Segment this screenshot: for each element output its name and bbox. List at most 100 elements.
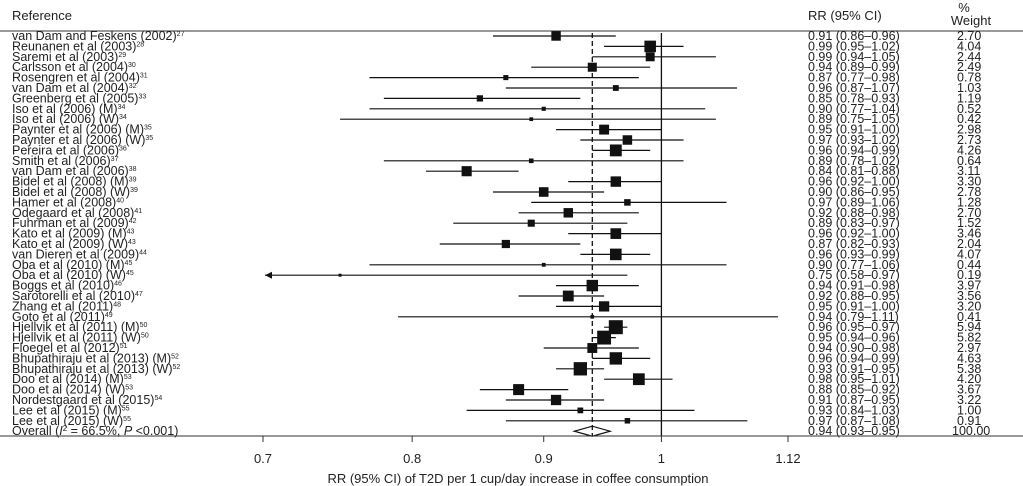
study-reference-number: 44	[139, 249, 147, 256]
overall-i2-superscript: 2	[63, 424, 68, 433]
study-row: Nordestgaard et al (2015)54 0.91 (0.87–0.…	[12, 393, 981, 407]
study-reference-number: 48	[113, 301, 121, 308]
x-tick-label: 0.8	[403, 451, 421, 466]
study-weight: 2.04	[957, 237, 981, 251]
study-point-box	[527, 219, 535, 227]
study-rr-ci: 0.89 (0.78–1.02)	[808, 154, 900, 168]
study-name: Bhupathiraju et al (2013) (W)52	[12, 362, 180, 376]
study-reference-number: 55	[123, 416, 131, 423]
study-weight: 4.04	[957, 39, 981, 53]
study-name-text: Rosengren et al (2004)	[12, 71, 140, 85]
study-point-box	[551, 31, 561, 41]
study-name-text: Goto et al (2011)	[12, 310, 105, 324]
study-name: Fuhrman et al (2009)42	[12, 216, 137, 230]
study-row: Fuhrman et al (2009)42 0.89 (0.83–0.97) 1.…	[12, 216, 981, 230]
study-name: Paynter et al (2006) (W)35	[12, 133, 153, 147]
study-weight: 3.20	[957, 299, 981, 313]
study-weight: 4.07	[957, 247, 981, 261]
study-weight: 3.30	[957, 175, 981, 189]
study-rr-ci: 0.96 (0.95–0.97)	[808, 320, 900, 334]
study-weight: 0.41	[957, 310, 981, 324]
study-row: van Dam and Feskens (2002)27 0.91 (0.86–0…	[12, 29, 981, 43]
study-name: Bhupathiraju et al (2013) (M)52	[12, 351, 179, 365]
study-reference-number: 30	[128, 62, 136, 69]
header-rr: RR (95% CI)	[808, 8, 882, 23]
study-name-text: Lee et al (2015) (M)	[12, 403, 122, 417]
study-name-text: Zhang et al (2011)	[12, 299, 113, 313]
overall-rr-ci: 0.94 (0.93–0.95)	[808, 424, 900, 438]
study-row: Paynter et al (2006) (W)35 0.97 (0.93–1.0…	[12, 133, 981, 147]
study-row: Bidel et al (2008) (W)39 0.90 (0.86–0.95)…	[12, 185, 981, 199]
study-point-box	[529, 117, 534, 122]
study-point-box	[610, 176, 622, 187]
study-point-box	[624, 199, 631, 206]
study-point-box	[612, 85, 619, 91]
study-reference-number: 39	[130, 187, 138, 194]
study-rr-ci: 0.98 (0.95–1.01)	[808, 372, 900, 386]
study-name-text: Kato et al (2009) (M)	[12, 227, 127, 241]
study-rr-ci: 0.96 (0.92–1.00)	[808, 175, 900, 189]
study-name: Reunanen et al (2003)28	[12, 39, 144, 53]
study-name: Kato et al (2009) (M)43	[12, 227, 135, 241]
study-rows: van Dam and Feskens (2002)27 0.91 (0.86–0…	[12, 29, 981, 428]
study-name: Greenberg et al (2005)33	[12, 91, 146, 105]
study-rr-ci: 0.91 (0.87–0.95)	[808, 393, 900, 407]
study-row: Zhang et al (2011)48 0.95 (0.91–1.00) 3.20	[12, 299, 981, 313]
study-row: Hjellvik et al (2011) (W)50 0.95 (0.94–0.…	[12, 331, 981, 345]
study-point-box	[550, 394, 562, 406]
study-weight: 2.70	[957, 29, 981, 43]
study-row: Bhupathiraju et al (2013) (W)52 0.93 (0.9…	[12, 362, 981, 376]
study-reference-number: 46	[114, 281, 122, 288]
study-row: Smith et al (2006)37 0.89 (0.78–1.02) 0.64	[12, 154, 981, 168]
study-weight: 1.00	[957, 403, 981, 417]
study-weight: 5.82	[957, 331, 981, 345]
study-row: Reunanen et al (2003)28 0.99 (0.95–1.02) 4…	[12, 39, 981, 53]
study-name-text: Saremi et al (2003)	[12, 50, 118, 64]
study-rr-ci: 0.89 (0.83–0.97)	[808, 216, 900, 230]
study-name-text: Doo et al (2014) (W)	[12, 383, 125, 397]
study-row: Paynter et al (2006) (M)35 0.95 (0.91–1.0…	[12, 123, 981, 137]
study-rr-ci: 0.96 (0.93–0.99)	[808, 247, 900, 261]
study-rr-ci: 0.90 (0.77–1.04)	[808, 102, 900, 116]
x-tick-label: 0.9	[535, 451, 553, 466]
study-row: Bidel et al (2008) (M)39 0.96 (0.92–1.00)…	[12, 175, 981, 189]
study-reference-number: 43	[127, 229, 135, 236]
study-point-box	[476, 95, 484, 102]
study-name: Oba et al (2010) (M)45	[12, 258, 132, 272]
study-reference-number: 28	[136, 41, 144, 48]
study-row: Pereira et al (2006)36 0.96 (0.94–0.99) 4.…	[12, 143, 981, 157]
study-name: Carlsson et al (2004)30	[12, 60, 136, 74]
study-name-text: Bhupathiraju et al (2013) (M)	[12, 351, 171, 365]
study-name: Saremi et al (2003)29	[12, 50, 126, 64]
header-weight-percent: %	[958, 0, 970, 15]
study-point-box	[538, 187, 549, 197]
study-name: van Dam et al (2006)38	[12, 164, 137, 178]
study-name-text: Boggs et al (2010)	[12, 279, 114, 293]
study-point-box	[645, 52, 655, 62]
x-tick-label: 0.7	[254, 451, 272, 466]
study-row: Goto et al (2011)49 0.94 (0.79–1.11) 0.41	[12, 310, 981, 324]
study-weight: 1.19	[957, 91, 981, 105]
study-name-text: Sarotorelli et al (2010)	[12, 289, 135, 303]
study-name-text: van Dam and Feskens (2002)	[12, 29, 177, 43]
study-row: Bhupathiraju et al (2013) (M)52 0.96 (0.9…	[12, 351, 981, 365]
study-name: Odegaard et al (2008)41	[12, 206, 142, 220]
study-rr-ci: 0.95 (0.91–1.00)	[808, 123, 900, 137]
study-rr-ci: 0.94 (0.90–0.98)	[808, 341, 900, 355]
study-row: Kato et al (2009) (M)43 0.96 (0.92–1.00) 3…	[12, 227, 981, 241]
x-tick-label: 1.12	[775, 451, 800, 466]
study-weight: 3.11	[957, 164, 980, 178]
study-reference-number: 37	[111, 156, 119, 163]
study-point-box	[541, 106, 546, 111]
study-weight: 0.91	[957, 414, 981, 428]
study-weight: 0.19	[957, 268, 981, 282]
study-rr-ci: 0.99 (0.95–1.02)	[808, 39, 900, 53]
study-rr-ci: 0.90 (0.86–0.95)	[808, 185, 900, 199]
study-name-text: Hjellvik et al (2011) (M)	[12, 320, 140, 334]
study-name: Hjellvik et al (2011) (M)50	[12, 320, 147, 334]
overall-p-symbol: P	[124, 424, 133, 438]
study-reference-number: 27	[177, 31, 185, 38]
study-reference-number: 49	[105, 312, 113, 319]
study-name-text: Bidel et al (2008) (W)	[12, 185, 130, 199]
study-point-box	[563, 208, 573, 218]
